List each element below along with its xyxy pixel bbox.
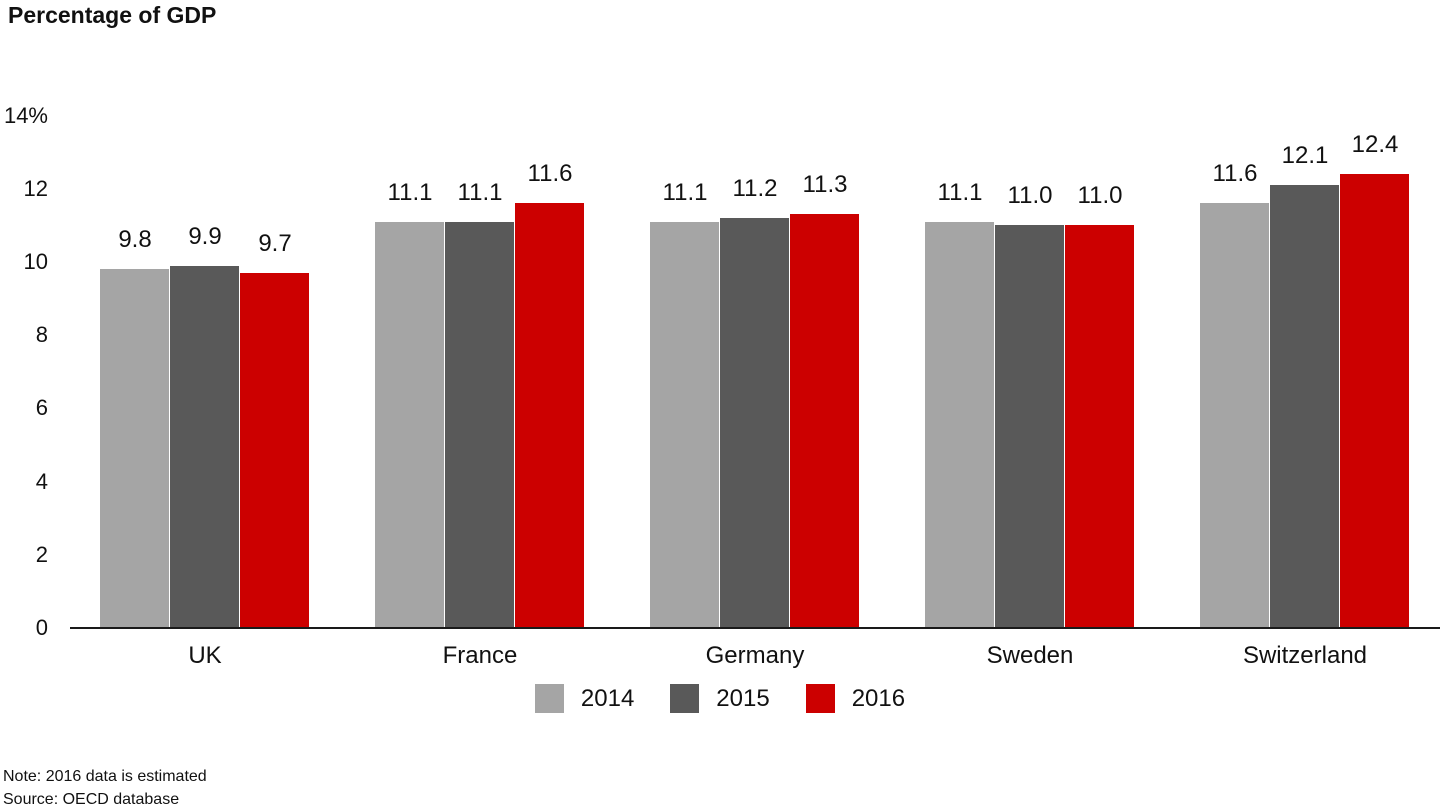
bar-2014-france <box>375 221 444 628</box>
bar-value-label: 9.8 <box>118 226 152 254</box>
legend-swatch-2015 <box>670 684 700 713</box>
category-label-switzerland: Switzerland <box>1242 642 1368 669</box>
legend-label: 2014 <box>580 684 635 712</box>
category-label-france: France <box>442 642 518 669</box>
bar-2014-sweden <box>925 221 994 628</box>
bar-2014-uk <box>100 269 169 628</box>
legend-item-2016: 2016 <box>805 684 906 713</box>
y-tick-label: 14% <box>3 102 48 128</box>
y-tick-label: 0 <box>35 615 48 640</box>
bar-value-label: 11.1 <box>937 178 983 206</box>
bar-2014-germany <box>650 221 719 628</box>
bar-2015-germany <box>720 218 789 628</box>
bar-2016-france <box>515 203 584 628</box>
bar-value-label: 11.1 <box>457 178 503 206</box>
bar-value-label: 11.0 <box>1077 182 1123 210</box>
category-label-uk: UK <box>188 642 222 669</box>
note-text: Note: 2016 data is estimated <box>3 768 207 785</box>
category-label-germany: Germany <box>705 642 805 669</box>
footer: Note: 2016 data is estimated Source: OEC… <box>3 765 207 810</box>
bar-value-label: 12.1 <box>1281 142 1329 170</box>
bar-2016-switzerland <box>1340 174 1409 628</box>
bar-value-label: 11.6 <box>1212 160 1258 188</box>
bar-value-label: 11.1 <box>387 178 433 206</box>
y-tick-label: 4 <box>35 468 48 494</box>
legend-item-2015: 2015 <box>670 684 770 713</box>
bar-value-label: 11.6 <box>527 160 573 188</box>
category-label-sweden: Sweden <box>986 642 1074 669</box>
bar-2016-sweden <box>1065 225 1134 628</box>
y-tick-label: 8 <box>35 322 48 348</box>
y-tick-label: 6 <box>35 395 48 421</box>
legend-label: 2015 <box>716 684 770 712</box>
source-text: Source: OECD database <box>3 791 180 808</box>
chart-title: Percentage of GDP <box>8 2 217 28</box>
legend: 2014 2015 2016 <box>0 684 1440 713</box>
bar-value-label: 11.1 <box>662 178 708 206</box>
legend-swatch-2016 <box>805 684 835 713</box>
y-tick-label: 2 <box>35 541 48 567</box>
legend-swatch-2014 <box>534 684 564 713</box>
bar-2014-switzerland <box>1200 203 1269 628</box>
x-axis-line <box>70 627 1440 629</box>
bar-2015-switzerland <box>1270 185 1339 628</box>
bar-value-label: 11.2 <box>732 175 778 203</box>
bar-2015-france <box>445 221 514 628</box>
legend-label: 2016 <box>851 684 906 712</box>
bar-value-label: 9.9 <box>188 222 222 250</box>
bar-2015-sweden <box>995 225 1064 628</box>
bar-2016-uk <box>240 272 309 628</box>
bar-2016-germany <box>790 214 859 628</box>
y-tick-label: 12 <box>23 175 48 201</box>
bar-value-label: 12.4 <box>1351 131 1399 159</box>
bar-value-label: 11.3 <box>802 171 848 199</box>
y-tick-label: 10 <box>23 249 48 274</box>
bar-value-label: 9.7 <box>258 229 292 257</box>
bar-value-label: 11.0 <box>1007 182 1053 210</box>
bar-2015-uk <box>170 265 239 628</box>
legend-item-2014: 2014 <box>534 684 635 713</box>
